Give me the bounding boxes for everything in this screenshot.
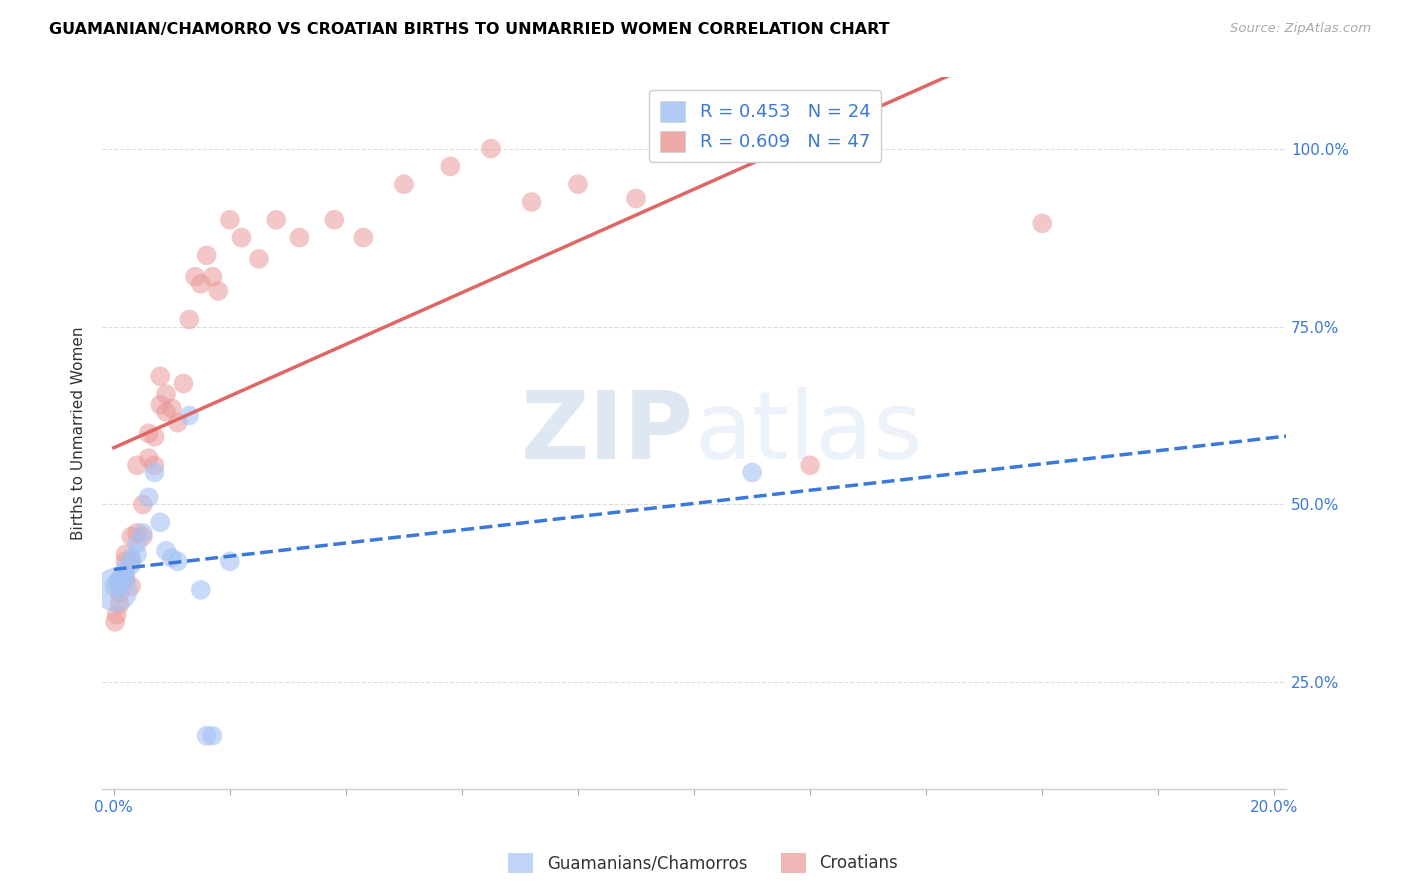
Point — [247, 252, 270, 266]
Point — [624, 191, 647, 205]
Point — [143, 430, 166, 444]
Point — [120, 529, 142, 543]
Point — [166, 554, 188, 568]
Point — [218, 554, 240, 568]
Point — [132, 498, 155, 512]
Text: Source: ZipAtlas.com: Source: ZipAtlas.com — [1230, 22, 1371, 36]
Point — [207, 284, 229, 298]
Point — [190, 582, 212, 597]
Point — [138, 426, 160, 441]
Point — [201, 729, 224, 743]
Point — [195, 248, 218, 262]
Point — [120, 550, 142, 565]
Point — [114, 561, 136, 575]
Point — [439, 160, 461, 174]
Point — [108, 575, 131, 590]
Point — [218, 212, 240, 227]
Point — [125, 458, 148, 473]
Point — [149, 369, 172, 384]
Point — [104, 582, 127, 597]
Point — [323, 212, 346, 227]
Point — [288, 230, 311, 244]
Point — [160, 401, 183, 416]
Point — [120, 558, 142, 572]
Point — [105, 579, 128, 593]
Point — [114, 547, 136, 561]
Point — [190, 277, 212, 291]
Text: ZIP: ZIP — [522, 387, 695, 479]
Point — [138, 451, 160, 466]
Point — [132, 525, 155, 540]
Point — [166, 416, 188, 430]
Point — [143, 458, 166, 473]
Point — [567, 177, 589, 191]
Point — [231, 230, 253, 244]
Point — [143, 466, 166, 480]
Point — [111, 568, 134, 582]
Point — [172, 376, 194, 391]
Point — [105, 607, 128, 622]
Point — [149, 515, 172, 529]
Text: atlas: atlas — [695, 387, 922, 479]
Text: GUAMANIAN/CHAMORRO VS CROATIAN BIRTHS TO UNMARRIED WOMEN CORRELATION CHART: GUAMANIAN/CHAMORRO VS CROATIAN BIRTHS TO… — [49, 22, 890, 37]
Legend: R = 0.453   N = 24, R = 0.609   N = 47: R = 0.453 N = 24, R = 0.609 N = 47 — [650, 90, 882, 162]
Point — [108, 575, 131, 590]
Point — [741, 466, 763, 480]
Point — [125, 547, 148, 561]
Legend: Guamanians/Chamorros, Croatians: Guamanians/Chamorros, Croatians — [502, 847, 904, 880]
Point — [108, 586, 131, 600]
Point — [179, 312, 201, 326]
Point — [266, 212, 288, 227]
Point — [479, 142, 502, 156]
Point — [179, 409, 201, 423]
Point — [201, 269, 224, 284]
Point — [149, 398, 172, 412]
Y-axis label: Births to Unmarried Women: Births to Unmarried Women — [72, 326, 86, 540]
Point — [155, 543, 177, 558]
Point — [155, 405, 177, 419]
Point — [1031, 216, 1053, 230]
Point — [392, 177, 415, 191]
Point — [114, 554, 136, 568]
Point — [114, 572, 136, 586]
Point — [120, 554, 142, 568]
Point — [104, 615, 127, 629]
Point — [108, 572, 131, 586]
Point — [799, 458, 821, 473]
Point — [125, 525, 148, 540]
Point — [195, 729, 218, 743]
Point — [155, 387, 177, 401]
Point — [114, 568, 136, 582]
Point — [132, 529, 155, 543]
Point — [352, 230, 374, 244]
Point — [138, 491, 160, 505]
Point — [520, 194, 543, 209]
Point — [120, 579, 142, 593]
Point — [108, 597, 131, 611]
Point — [184, 269, 207, 284]
Point — [160, 550, 183, 565]
Point — [125, 536, 148, 550]
